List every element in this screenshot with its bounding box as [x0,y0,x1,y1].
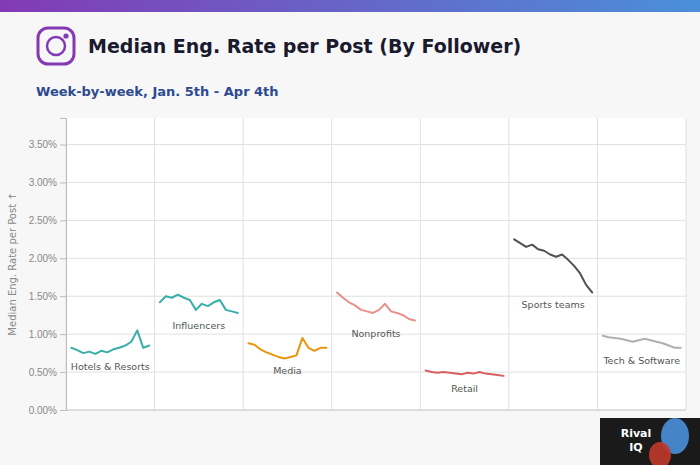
plot: Hotels & Resorts Influencers Media Nonprofi… [29,118,686,416]
top-bar [0,0,700,12]
annotation: Rival [621,427,652,440]
icon-lens [47,37,65,55]
y-axis: 0.00% 0.50% 1.00% 1.50% 2.00% 2.50% 3.00% 3.50% [29,119,67,416]
icon-frame [38,28,74,64]
grid-line [66,182,686,183]
tick: 0.00% [29,405,66,416]
logo-blob [649,442,671,465]
tick: 3.00% [29,177,66,188]
series-line [426,371,504,376]
axis-line [60,119,67,411]
series-label: Hotels & Resorts [71,361,150,372]
instagram-icon [38,28,74,64]
series-label: Media [273,365,302,376]
tick-mark [60,410,66,411]
tick-label: 0.00% [29,405,57,416]
segment-dividers [66,118,686,410]
logo: RivalIQ [600,418,700,465]
tick-mark [60,258,66,259]
tick: 1.50% [29,291,66,302]
grid-line [66,410,686,411]
tick: 2.00% [29,253,66,264]
tick-mark [60,145,66,146]
tick-label: 1.50% [29,291,57,302]
lines [71,239,680,376]
tick: 2.50% [29,215,66,226]
title: Median Eng. Rate per Post (By Follower) [88,35,521,57]
tick: 0.50% [29,367,66,378]
series-label: Tech & Software [602,355,680,366]
subtitle: Week-by-week, Jan. 5th - Apr 4th [36,84,279,99]
chart: Median Eng. Rate per Post (By Follower) W… [0,0,700,465]
tick-label: 0.50% [29,367,57,378]
series-line [71,330,149,354]
segment-divider [154,118,155,410]
y-axis-title: Median Eng. Rate per Post ↑ [7,192,18,335]
grid [66,145,686,410]
tick-label: 3.00% [29,177,57,188]
tick-label: 2.00% [29,253,57,264]
plot-background [66,118,686,410]
segment-divider [331,118,332,410]
icon-dot [63,33,68,38]
series-label: Nonprofits [351,328,400,339]
grid-line [66,144,686,145]
grid-line [66,372,686,373]
tick-label: 3.50% [29,139,57,150]
series-line [603,336,681,348]
grid-line [66,258,686,259]
tick: 3.50% [29,139,66,150]
series-line [337,292,415,320]
grid-line [66,296,686,297]
baseline [66,410,686,411]
series-label: Retail [451,383,478,394]
tick: 1.00% [29,329,66,340]
series-line [514,239,592,292]
segment-divider [597,118,598,410]
tick-mark [60,182,66,183]
series-line [248,338,326,358]
background [0,0,700,465]
tick-mark [60,334,66,335]
tick-mark [60,220,66,221]
series-labels: Hotels & Resorts Influencers Media Nonprofi… [71,299,680,393]
grid-line [66,220,686,221]
segment-divider [686,118,687,410]
series-label: Influencers [173,320,226,331]
segment-divider [420,118,421,410]
segment-divider [508,118,509,410]
tick-label: 2.50% [29,215,57,226]
annotation: IQ [629,441,642,454]
segment-divider [243,118,244,410]
tick-mark [60,296,66,297]
series-line [160,295,238,313]
series-label: Sports teams [522,299,585,310]
tick-mark [60,372,66,373]
tick-label: 1.00% [29,329,57,340]
